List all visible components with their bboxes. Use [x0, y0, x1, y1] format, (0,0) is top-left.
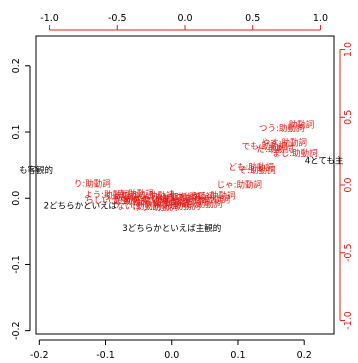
column-point-label: けり:助動詞 — [133, 202, 178, 213]
top-axis-tick-label: 1.0 — [313, 13, 328, 24]
top-axis-tick-label: 0.0 — [177, 13, 192, 24]
column-point-label: た:助動詞 — [112, 196, 149, 207]
left-axis-tick-label: 0.0 — [11, 191, 22, 206]
column-point-label: 助動詞 — [289, 120, 315, 131]
row-point-label: も客観的 — [19, 165, 53, 176]
column-point-label: やす:助動詞 — [262, 138, 307, 149]
left-axis-tick-label: 0.2 — [11, 58, 22, 73]
bottom-axis-tick-label: 0.0 — [164, 350, 179, 361]
axes-layer: -0.2 -0.1 0.0 0.1 0.2 -0.2 -0.1 0.0 0.1 0.2 -1.0 -0… — [11, 13, 354, 361]
column-point-label: ない:助動詞 — [116, 201, 161, 212]
column-point-label: らる:助動詞 — [190, 191, 235, 202]
column-point-label: れる:助動詞 — [129, 191, 174, 202]
column-point-label: そう:助動詞 — [161, 197, 206, 208]
right-axis-tick-label: -1.0 — [343, 311, 354, 330]
column-point-label: まい:助動詞 — [154, 192, 199, 203]
row-point-label: 2どちらかといえば — [44, 202, 118, 212]
column-point-label: でも:助動詞 — [242, 141, 287, 152]
column-point-label: よう:助動詞 — [84, 189, 129, 200]
left-axis-tick-label: -0.1 — [11, 255, 22, 274]
column-point-label: ぬ:助動詞 — [153, 199, 190, 210]
right-axis-tick-label: 1.0 — [343, 42, 354, 57]
bottom-axis-tick-label: -0.1 — [96, 350, 115, 361]
right-axis-tick-label: 0.0 — [343, 177, 354, 192]
column-point-label: らしい:助動詞 — [85, 195, 139, 206]
column-point-label: べし:助動詞 — [177, 199, 222, 210]
column-point-label: う:助動詞 — [103, 191, 140, 202]
bottom-axis-tick-label: 0.1 — [230, 350, 245, 361]
column-point-label: ぞ:助動詞 — [239, 165, 276, 176]
top-axis-tick-label: -0.5 — [108, 13, 127, 24]
column-point-label: だ:助動詞 — [257, 144, 294, 155]
column-point-label: まし:助動詞 — [272, 148, 317, 159]
column-point-label: り:助動詞 — [74, 179, 111, 190]
column-point-label: たい:助動詞 — [142, 194, 187, 205]
plot-frame — [35, 35, 335, 335]
right-axis-tick-label: 0.5 — [343, 110, 354, 125]
row-point-label: 3どちらかといえば主観的 — [122, 223, 221, 234]
top-axis-tick-label: -1.0 — [40, 13, 59, 24]
column-point-label: ども:助動詞 — [229, 162, 274, 173]
column-point-label: です:助動詞 — [169, 191, 214, 202]
bottom-axis-tick-label: 0.2 — [297, 350, 312, 361]
bottom-axis-tick-label: -0.2 — [30, 350, 49, 361]
column-point-label: せる:助動詞 — [136, 197, 181, 208]
right-axis-tick-label: -0.5 — [343, 243, 354, 262]
column-point-label: つう:助動詞 — [259, 123, 304, 134]
left-axis-tick-label: -0.2 — [11, 321, 22, 340]
left-axis-tick-label: 0.1 — [11, 124, 22, 139]
top-axis-tick-label: 0.5 — [245, 13, 260, 24]
column-point-label: じゃ:助動詞 — [217, 179, 262, 190]
column-point-label: ます:助動詞 — [123, 195, 168, 206]
column-point-label: き:助動詞 — [117, 189, 154, 200]
column-point-label: む:助動詞 — [163, 201, 200, 212]
row-point-label: 4とても主 — [305, 155, 344, 166]
column-point-label: ませ:助動詞 — [185, 195, 230, 206]
